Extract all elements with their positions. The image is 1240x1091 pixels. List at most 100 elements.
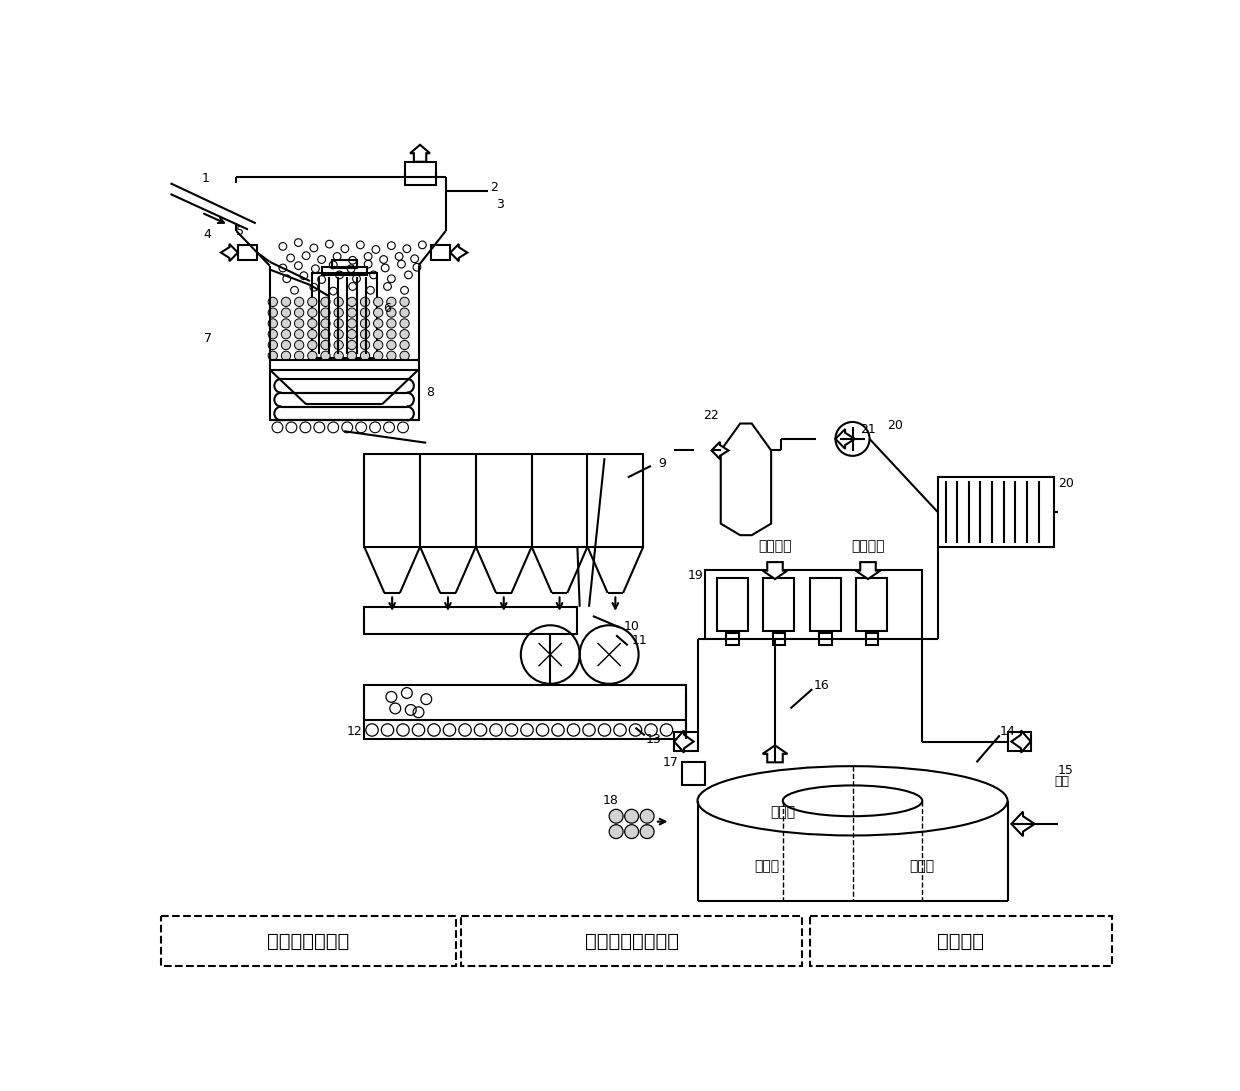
Circle shape xyxy=(609,810,624,823)
Circle shape xyxy=(334,351,343,360)
Bar xyxy=(321,267,367,275)
Polygon shape xyxy=(712,442,729,459)
Bar xyxy=(311,274,377,358)
Circle shape xyxy=(609,825,624,839)
Circle shape xyxy=(321,319,330,328)
Circle shape xyxy=(625,825,639,839)
Bar xyxy=(365,685,686,740)
Circle shape xyxy=(268,329,278,339)
Text: 17: 17 xyxy=(662,756,678,769)
Text: 18: 18 xyxy=(603,794,619,807)
Circle shape xyxy=(321,329,330,339)
Polygon shape xyxy=(763,562,787,579)
Circle shape xyxy=(387,340,396,349)
Polygon shape xyxy=(763,745,787,763)
Polygon shape xyxy=(836,429,854,448)
Circle shape xyxy=(361,308,370,317)
Polygon shape xyxy=(221,244,238,261)
Circle shape xyxy=(347,351,357,360)
Text: 1: 1 xyxy=(201,172,210,185)
Bar xyxy=(727,633,739,645)
Text: 助燃空气: 助燃空气 xyxy=(851,540,885,553)
Circle shape xyxy=(347,308,357,317)
Circle shape xyxy=(373,308,383,317)
Circle shape xyxy=(373,351,383,360)
Circle shape xyxy=(321,351,330,360)
Circle shape xyxy=(373,329,383,339)
Text: 21: 21 xyxy=(861,423,875,436)
Bar xyxy=(161,916,456,967)
Polygon shape xyxy=(1012,731,1030,753)
Circle shape xyxy=(295,308,304,317)
Circle shape xyxy=(268,351,278,360)
Bar xyxy=(866,633,878,645)
Text: 2: 2 xyxy=(491,181,498,193)
Bar xyxy=(820,633,832,645)
Circle shape xyxy=(281,329,290,339)
Circle shape xyxy=(308,297,317,307)
Polygon shape xyxy=(675,731,693,753)
Circle shape xyxy=(399,329,409,339)
Bar xyxy=(857,577,888,632)
Circle shape xyxy=(347,319,357,328)
Circle shape xyxy=(387,351,396,360)
Circle shape xyxy=(387,329,396,339)
Text: 还原区: 还原区 xyxy=(910,859,935,873)
Bar xyxy=(717,577,748,632)
Text: 19: 19 xyxy=(688,570,704,583)
Circle shape xyxy=(281,308,290,317)
Circle shape xyxy=(625,810,639,823)
Circle shape xyxy=(361,329,370,339)
Circle shape xyxy=(321,308,330,317)
Circle shape xyxy=(387,319,396,328)
Bar xyxy=(773,633,785,645)
Bar xyxy=(810,577,841,632)
Bar xyxy=(238,244,258,261)
Text: 4: 4 xyxy=(203,228,212,241)
Text: 干燥空气: 干燥空气 xyxy=(758,540,792,553)
Circle shape xyxy=(268,297,278,307)
Bar xyxy=(675,732,697,751)
Circle shape xyxy=(334,340,343,349)
Circle shape xyxy=(361,319,370,328)
Circle shape xyxy=(334,297,343,307)
Bar xyxy=(270,370,419,420)
Circle shape xyxy=(308,319,317,328)
Circle shape xyxy=(334,308,343,317)
Text: 7: 7 xyxy=(203,333,212,346)
Bar xyxy=(461,916,802,967)
Text: 20: 20 xyxy=(887,419,903,432)
Bar xyxy=(810,916,1112,967)
Text: 9: 9 xyxy=(658,457,667,470)
Bar xyxy=(937,478,1054,547)
Text: 粒化及余热回收: 粒化及余热回收 xyxy=(268,932,350,950)
Bar xyxy=(332,261,357,268)
Circle shape xyxy=(387,297,396,307)
Circle shape xyxy=(295,351,304,360)
Text: 15: 15 xyxy=(1058,764,1074,777)
Circle shape xyxy=(334,319,343,328)
Circle shape xyxy=(321,297,330,307)
Text: 12: 12 xyxy=(347,726,363,738)
Circle shape xyxy=(361,340,370,349)
Circle shape xyxy=(399,308,409,317)
Circle shape xyxy=(399,297,409,307)
Circle shape xyxy=(295,297,304,307)
Circle shape xyxy=(373,340,383,349)
Circle shape xyxy=(399,319,409,328)
Text: 11: 11 xyxy=(631,634,647,647)
Bar xyxy=(432,244,450,261)
Text: 铜渣含碳球团制备: 铜渣含碳球团制备 xyxy=(584,932,678,950)
Circle shape xyxy=(308,340,317,349)
Polygon shape xyxy=(450,244,467,261)
Circle shape xyxy=(347,297,357,307)
Circle shape xyxy=(321,340,330,349)
Circle shape xyxy=(387,308,396,317)
Circle shape xyxy=(268,340,278,349)
Bar xyxy=(365,454,644,547)
Text: 20: 20 xyxy=(1058,477,1074,490)
Circle shape xyxy=(373,297,383,307)
Polygon shape xyxy=(720,423,771,536)
Text: 5: 5 xyxy=(237,225,244,238)
Text: 14: 14 xyxy=(999,726,1016,738)
